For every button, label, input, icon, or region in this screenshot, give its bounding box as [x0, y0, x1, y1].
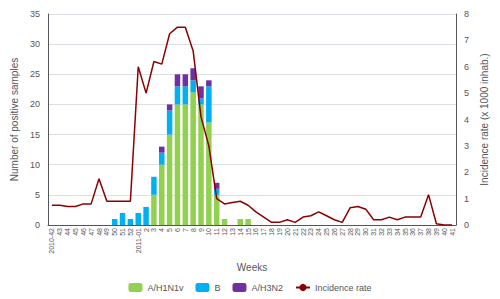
svg-text:20: 20 [284, 228, 291, 236]
svg-text:10: 10 [205, 228, 212, 236]
svg-text:25: 25 [323, 228, 330, 236]
svg-text:31: 31 [370, 228, 377, 236]
svg-text:19: 19 [276, 228, 283, 236]
svg-text:37: 37 [417, 228, 424, 236]
svg-text:Number of positive samples: Number of positive samples [9, 58, 20, 181]
svg-text:4: 4 [158, 228, 165, 232]
svg-text:36: 36 [409, 228, 416, 236]
svg-text:2010-42: 2010-42 [48, 228, 55, 254]
svg-text:25: 25 [30, 69, 40, 79]
svg-text:48: 48 [96, 228, 103, 236]
svg-text:5: 5 [464, 88, 469, 98]
svg-text:44: 44 [64, 228, 71, 236]
svg-text:12: 12 [221, 228, 228, 236]
svg-text:Incidence rate (x 1000 inhab.): Incidence rate (x 1000 inhab.) [479, 53, 490, 185]
svg-text:52: 52 [127, 228, 134, 236]
svg-text:9: 9 [198, 228, 205, 232]
svg-text:38: 38 [425, 228, 432, 236]
svg-text:21: 21 [292, 228, 299, 236]
svg-text:2: 2 [464, 167, 469, 177]
svg-text:13: 13 [229, 228, 236, 236]
svg-text:35: 35 [402, 228, 409, 236]
svg-text:41: 41 [449, 228, 456, 236]
svg-text:2: 2 [143, 228, 150, 232]
svg-text:51: 51 [119, 228, 126, 236]
svg-text:23: 23 [307, 228, 314, 236]
svg-text:30: 30 [362, 228, 369, 236]
svg-text:33: 33 [386, 228, 393, 236]
svg-text:B: B [214, 283, 220, 293]
svg-text:8: 8 [464, 9, 469, 19]
svg-text:40: 40 [441, 228, 448, 236]
svg-text:5: 5 [166, 228, 173, 232]
svg-text:2011-01: 2011-01 [135, 228, 142, 253]
svg-text:5: 5 [35, 190, 40, 200]
svg-text:3: 3 [150, 228, 157, 232]
svg-text:24: 24 [315, 228, 322, 236]
svg-text:50: 50 [111, 228, 118, 236]
svg-text:43: 43 [56, 228, 63, 236]
svg-text:8: 8 [190, 228, 197, 232]
svg-text:39: 39 [433, 228, 440, 236]
svg-text:18: 18 [268, 228, 275, 236]
svg-text:14: 14 [237, 228, 244, 236]
svg-text:11: 11 [213, 228, 220, 235]
svg-text:30: 30 [30, 39, 40, 49]
svg-text:Weeks: Weeks [237, 262, 267, 273]
svg-text:0: 0 [464, 220, 469, 230]
svg-text:A/H3N2: A/H3N2 [251, 283, 283, 293]
svg-text:47: 47 [88, 228, 95, 236]
svg-text:32: 32 [378, 228, 385, 236]
svg-text:46: 46 [80, 228, 87, 236]
svg-text:0: 0 [35, 220, 40, 230]
svg-text:26: 26 [331, 228, 338, 236]
svg-text:7: 7 [182, 228, 189, 232]
svg-text:4: 4 [464, 115, 469, 125]
svg-text:6: 6 [174, 228, 181, 232]
svg-text:10: 10 [30, 160, 40, 170]
svg-text:22: 22 [300, 228, 307, 236]
svg-text:49: 49 [103, 228, 110, 236]
svg-text:29: 29 [354, 228, 361, 236]
svg-text:Incidence rate: Incidence rate [315, 283, 372, 293]
svg-text:1: 1 [464, 194, 469, 204]
svg-text:28: 28 [347, 228, 354, 236]
svg-text:A/H1N1v: A/H1N1v [147, 283, 184, 293]
svg-text:3: 3 [464, 141, 469, 151]
svg-text:20: 20 [30, 99, 40, 109]
svg-text:15: 15 [245, 228, 252, 236]
svg-text:16: 16 [252, 228, 259, 236]
svg-text:7: 7 [464, 35, 469, 45]
svg-text:45: 45 [72, 228, 79, 236]
svg-text:35: 35 [30, 9, 40, 19]
svg-text:17: 17 [260, 228, 267, 236]
svg-text:27: 27 [339, 228, 346, 236]
svg-text:34: 34 [394, 228, 401, 236]
svg-text:15: 15 [30, 130, 40, 140]
svg-text:6: 6 [464, 62, 469, 72]
